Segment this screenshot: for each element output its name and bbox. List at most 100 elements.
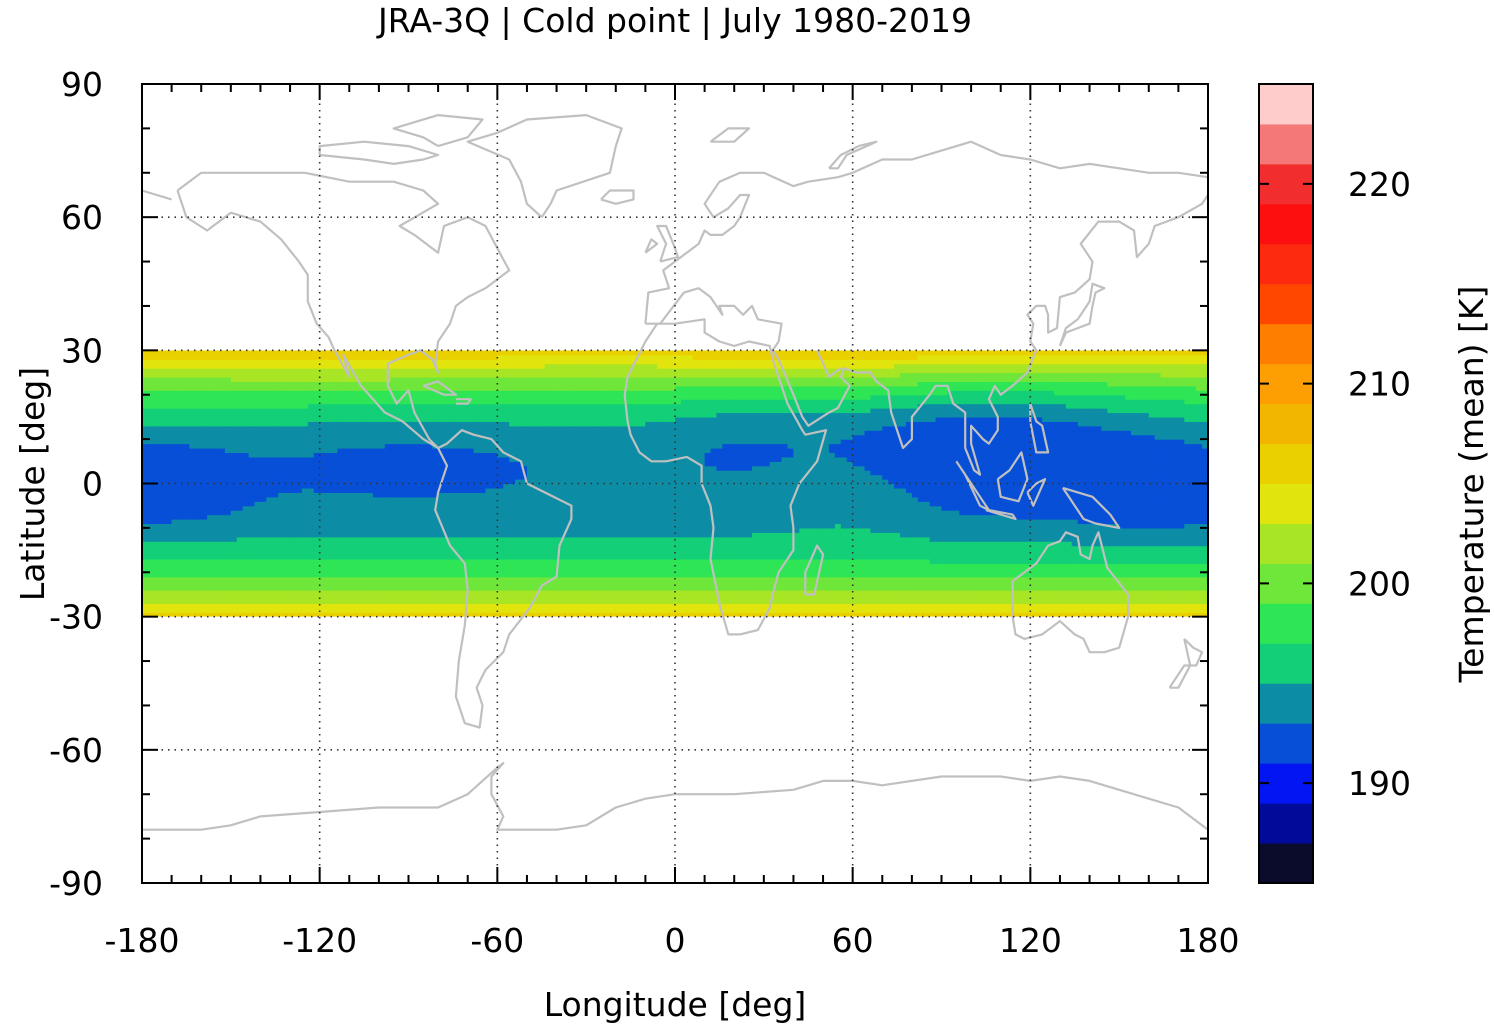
field-cell — [473, 416, 481, 422]
field-cell — [367, 496, 374, 502]
field-cell — [568, 363, 575, 369]
field-cell — [224, 408, 232, 414]
field-cell — [538, 372, 546, 378]
field-cell — [384, 354, 392, 360]
field-cell — [189, 505, 196, 511]
field-cell — [189, 567, 196, 573]
field-cell — [236, 456, 244, 462]
field-cell — [343, 607, 350, 613]
field-cell — [479, 447, 487, 454]
field-cell — [147, 496, 155, 502]
field-cell — [189, 416, 196, 422]
field-cell — [485, 505, 493, 511]
field-cell — [449, 558, 457, 564]
field-cell — [384, 470, 392, 476]
field-cell — [562, 510, 569, 516]
field-cell — [147, 590, 155, 596]
field-cell — [467, 505, 475, 511]
field-cell — [266, 607, 273, 613]
field-cell — [390, 470, 398, 476]
field-cell — [295, 505, 303, 511]
field-cell — [337, 541, 344, 547]
field-cell — [349, 603, 356, 609]
field-cell — [355, 350, 362, 356]
field-cell — [532, 487, 540, 493]
field-cell — [242, 474, 250, 480]
field-cell — [598, 572, 605, 578]
field-cell — [183, 496, 190, 502]
field-cell — [390, 607, 398, 613]
field-cell — [153, 350, 161, 356]
field-cell — [301, 474, 309, 480]
field-cell — [372, 572, 380, 578]
field-cell — [242, 394, 250, 400]
field-cell — [236, 372, 244, 378]
field-cell — [272, 368, 279, 374]
field-cell — [580, 519, 587, 525]
field-cell — [254, 456, 262, 462]
field-cell — [461, 585, 469, 591]
field-cell — [142, 519, 149, 525]
field-cell — [278, 492, 285, 498]
field-cell — [586, 576, 593, 582]
field-cell — [254, 394, 262, 400]
field-cell — [224, 567, 232, 573]
field-cell — [592, 412, 599, 418]
field-cell — [153, 536, 161, 542]
field-cell — [372, 492, 380, 498]
field-cell — [284, 581, 291, 587]
field-cell — [621, 536, 629, 542]
field-cell — [402, 532, 410, 538]
field-cell — [609, 581, 617, 587]
field-cell — [473, 368, 481, 374]
field-cell — [603, 487, 611, 493]
field-cell — [526, 505, 534, 511]
field-cell — [491, 368, 498, 374]
field-cell — [574, 474, 581, 480]
field-cell — [491, 479, 498, 485]
field-cell — [396, 541, 404, 547]
field-cell — [408, 465, 416, 471]
field-cell — [467, 496, 475, 502]
field-cell — [408, 470, 416, 476]
field-cell — [396, 523, 404, 529]
field-cell — [550, 399, 558, 405]
field-cell — [479, 510, 487, 516]
field-cell — [426, 465, 433, 471]
field-cell — [355, 385, 362, 391]
field-cell — [290, 368, 297, 374]
field-cell — [562, 514, 569, 520]
field-cell — [147, 510, 155, 516]
field-cell — [562, 368, 569, 374]
field-cell — [307, 479, 315, 485]
field-cell — [532, 430, 540, 436]
field-cell — [195, 541, 202, 547]
field-cell — [461, 447, 469, 454]
field-cell — [461, 590, 469, 596]
field-cell — [242, 598, 250, 604]
field-cell — [313, 385, 321, 391]
field-cell — [509, 465, 516, 471]
field-cell — [515, 558, 522, 564]
field-cell — [278, 572, 285, 578]
field-cell — [159, 612, 167, 617]
field-cell — [402, 363, 410, 369]
field-cell — [509, 527, 516, 533]
field-cell — [343, 581, 350, 587]
field-cell — [586, 434, 593, 440]
field-cell — [426, 452, 433, 458]
field-cell — [609, 421, 617, 427]
field-cell — [544, 456, 552, 462]
field-cell — [207, 465, 214, 471]
field-cell — [491, 585, 498, 591]
field-cell — [426, 394, 433, 400]
field-cell — [218, 612, 226, 617]
field-cell — [503, 447, 510, 454]
field-cell — [171, 368, 179, 374]
field-cell — [621, 443, 629, 449]
field-cell — [142, 456, 149, 462]
field-cell — [544, 558, 552, 564]
field-cell — [236, 572, 244, 578]
field-cell — [627, 456, 635, 462]
field-cell — [544, 412, 552, 418]
